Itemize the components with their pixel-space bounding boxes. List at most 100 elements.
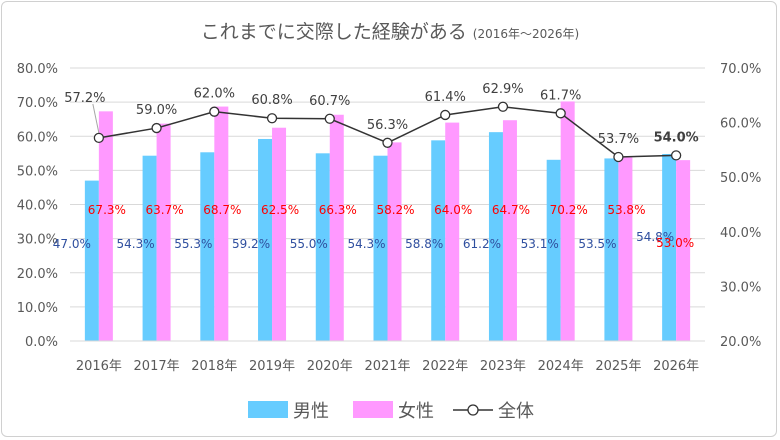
legend-label-female: 女性 bbox=[398, 401, 434, 422]
line-point-total bbox=[555, 108, 566, 119]
data-label-male: 59.2% bbox=[232, 237, 270, 251]
data-label-male: 55.0% bbox=[290, 237, 328, 251]
bar-female bbox=[445, 122, 460, 341]
data-label-female: 64.0% bbox=[434, 203, 472, 217]
line-point-total bbox=[266, 113, 278, 124]
data-label-total: 61.7% bbox=[540, 88, 581, 103]
bar-female bbox=[676, 160, 691, 341]
y-right-tick-label: 30.0% bbox=[720, 280, 761, 295]
y-left-tick-label: 10.0% bbox=[17, 301, 58, 316]
leader-line bbox=[92, 103, 100, 133]
data-label-total: 53.7% bbox=[598, 132, 639, 147]
data-label-male: 54.8% bbox=[636, 230, 674, 244]
bar-female bbox=[156, 123, 171, 341]
data-label-female: 70.2% bbox=[550, 203, 588, 217]
data-label-total: 60.8% bbox=[251, 93, 292, 108]
line-point-total bbox=[613, 151, 624, 163]
y-left-tick-label: 70.0% bbox=[17, 96, 58, 111]
data-label-female: 66.3% bbox=[319, 203, 357, 217]
data-label-male: 58.8% bbox=[405, 237, 443, 251]
y-right-tick-label: 40.0% bbox=[720, 226, 761, 241]
x-tick-label: 2020年 bbox=[307, 359, 353, 374]
bar-male bbox=[546, 159, 561, 341]
line-point-total bbox=[93, 132, 105, 144]
bar-male bbox=[258, 138, 273, 341]
data-label-female: 63.7% bbox=[146, 203, 184, 217]
x-tick-label: 2024年 bbox=[538, 359, 584, 374]
bar-male bbox=[431, 140, 446, 341]
legend-marker-total bbox=[467, 404, 479, 416]
y-right-tick-label: 60.0% bbox=[720, 117, 761, 132]
data-label-female: 53.8% bbox=[607, 203, 645, 217]
data-label-male: 53.1% bbox=[521, 237, 559, 251]
bar-female bbox=[502, 120, 517, 342]
bar-female bbox=[329, 114, 344, 341]
y-left-tick-label: 30.0% bbox=[17, 233, 58, 248]
data-label-total: 59.0% bbox=[136, 103, 177, 118]
data-label-total: 56.3% bbox=[367, 118, 408, 133]
bar-male bbox=[662, 153, 677, 341]
x-tick-label: 2023年 bbox=[480, 359, 526, 374]
chart-title: これまでに交際した経験がある (2016年～2026年) bbox=[201, 21, 579, 43]
data-label-male: 54.3% bbox=[347, 237, 385, 251]
x-tick-label: 2022年 bbox=[422, 359, 468, 374]
bar-female bbox=[98, 111, 113, 342]
bar-male bbox=[373, 155, 388, 341]
y-right-tick-label: 20.0% bbox=[720, 335, 761, 350]
line-point-total bbox=[382, 137, 393, 148]
data-label-female: 67.3% bbox=[88, 203, 126, 217]
legend-label-male: 男性 bbox=[293, 401, 329, 422]
y-left-tick-label: 50.0% bbox=[17, 164, 58, 179]
legend-swatch-male bbox=[248, 401, 288, 418]
bar-male bbox=[488, 132, 503, 341]
data-label-female: 62.5% bbox=[261, 203, 299, 217]
y-left-tick-label: 60.0% bbox=[17, 130, 58, 145]
line-point-total bbox=[497, 101, 509, 112]
data-label-male: 61.2% bbox=[463, 237, 501, 251]
y-left-tick-label: 0.0% bbox=[25, 335, 58, 350]
data-label-male: 53.5% bbox=[578, 237, 616, 251]
y-right-tick-label: 70.0% bbox=[720, 62, 761, 77]
bar-female bbox=[618, 157, 633, 341]
data-label-total: 57.2% bbox=[64, 91, 105, 106]
legend-swatch-female bbox=[353, 401, 393, 418]
line-point-total bbox=[670, 150, 682, 161]
line-point-total bbox=[440, 109, 451, 121]
bar-female bbox=[560, 101, 575, 341]
legend-label-total: 全体 bbox=[498, 401, 534, 422]
x-tick-label: 2025年 bbox=[595, 359, 641, 374]
x-tick-label: 2021年 bbox=[364, 359, 410, 374]
data-label-female: 64.7% bbox=[492, 203, 530, 217]
y-left-tick-label: 80.0% bbox=[17, 62, 58, 77]
data-label-female: 58.2% bbox=[376, 203, 414, 217]
data-label-female: 68.7% bbox=[203, 203, 241, 217]
data-label-female: 53.0% bbox=[656, 236, 694, 250]
data-label-total: 62.0% bbox=[194, 87, 235, 102]
bar-male bbox=[315, 153, 330, 341]
x-tick-label: 2018年 bbox=[191, 359, 237, 374]
data-label-male: 47.0% bbox=[53, 237, 91, 251]
data-label-male: 55.3% bbox=[174, 237, 212, 251]
data-label-total: 54.0% bbox=[654, 130, 699, 145]
bar-male bbox=[604, 158, 619, 341]
bar-male bbox=[84, 180, 99, 341]
data-label-total: 60.7% bbox=[309, 94, 350, 109]
line-point-total bbox=[324, 113, 335, 124]
y-right-tick-label: 50.0% bbox=[720, 171, 761, 186]
bar-male bbox=[142, 155, 157, 341]
data-label-total: 61.4% bbox=[425, 90, 466, 105]
x-tick-label: 2017年 bbox=[134, 359, 180, 374]
x-tick-label: 2016年 bbox=[76, 359, 122, 374]
bar-female bbox=[214, 106, 229, 341]
y-left-tick-label: 20.0% bbox=[17, 267, 58, 282]
bar-female bbox=[272, 127, 287, 341]
line-point-total bbox=[209, 106, 220, 117]
bar-female bbox=[387, 142, 402, 341]
x-tick-label: 2019年 bbox=[249, 359, 295, 374]
y-left-tick-label: 40.0% bbox=[17, 199, 58, 214]
line-point-total bbox=[151, 122, 162, 134]
bar-male bbox=[200, 152, 215, 341]
data-label-total: 62.9% bbox=[482, 82, 523, 97]
